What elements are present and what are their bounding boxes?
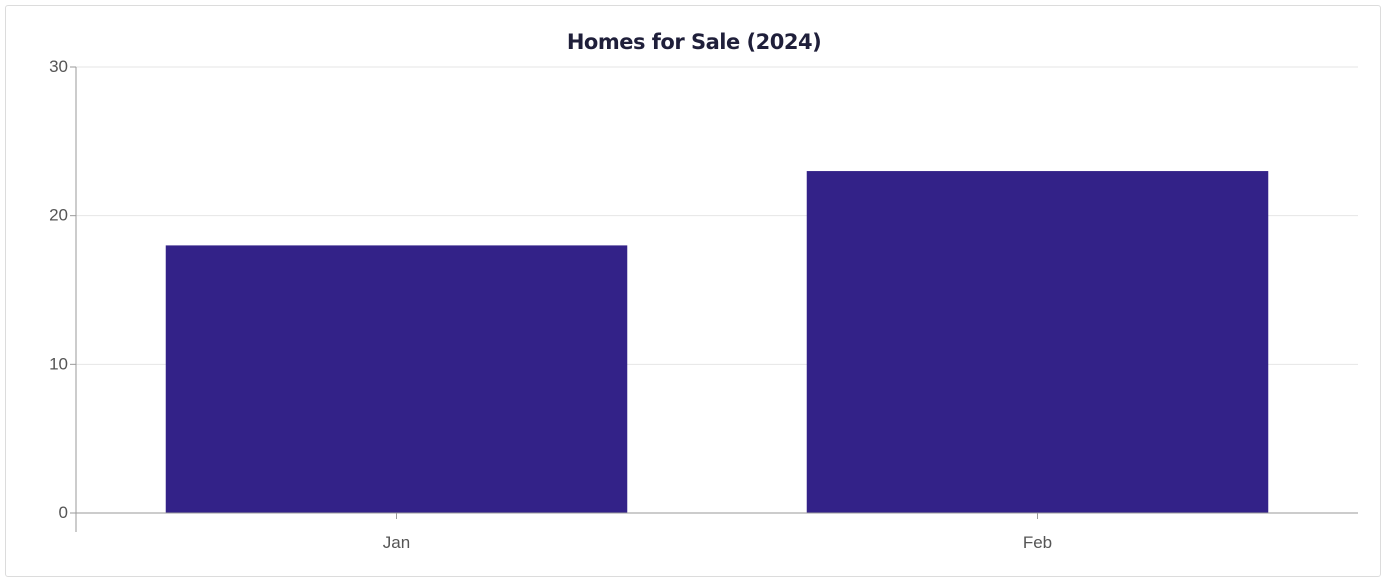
- x-tick-label: Jan: [383, 533, 410, 552]
- bar-feb: [806, 171, 1269, 514]
- x-tick-label: Feb: [1023, 533, 1052, 552]
- y-tick-label: 20: [49, 206, 68, 225]
- bar-jan: [165, 245, 628, 513]
- axes: [70, 66, 1358, 532]
- y-tick-label: 30: [49, 57, 68, 76]
- y-tick-label: 10: [49, 354, 68, 373]
- tick-labels: 0 10 20 30 Jan Feb: [49, 57, 1052, 552]
- chart-title: Homes for Sale (2024): [567, 30, 821, 54]
- y-tick-label: 0: [59, 503, 68, 522]
- bars: [165, 171, 1269, 514]
